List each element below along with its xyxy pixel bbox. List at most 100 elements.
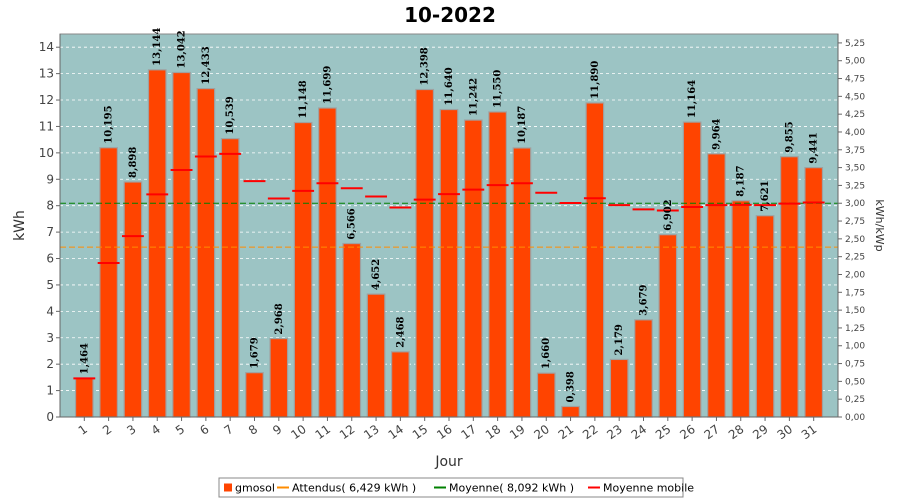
bar <box>731 200 751 418</box>
y-tick-label: 0 <box>46 410 54 424</box>
legend-label-moyenne: Moyenne( 8,092 kWh ) <box>449 482 574 495</box>
y2-tick-label: 5,25 <box>845 39 865 49</box>
y2-tick-label: 3,50 <box>845 164 865 174</box>
x-tick-label: 17 <box>458 422 479 442</box>
y2-tick-label: 0,75 <box>845 360 865 370</box>
y-tick-label: 10 <box>39 146 54 160</box>
y2-tick-label: 1,75 <box>845 288 865 298</box>
x-tick-label: 3 <box>124 422 138 438</box>
bar <box>245 372 264 418</box>
bar <box>463 119 483 418</box>
bar <box>220 138 240 418</box>
y2-tick-label: 2,25 <box>845 253 865 263</box>
y2-axis: 0,00 0,25 0,50 0,75 1,00 1,25 1,50 1,75 2,00 2,25… <box>837 34 865 423</box>
x-tick-label: 28 <box>726 422 747 442</box>
y2-tick-label: 4,00 <box>845 128 865 138</box>
y-tick-label: 5 <box>46 278 54 292</box>
y2-tick-label: 3,75 <box>845 146 865 156</box>
x-tick-label: 7 <box>222 422 236 438</box>
value-label: 1,679 <box>250 337 261 368</box>
value-labels-layer: 1,464 10,195 8,898 13,144 13,042 12,433 10,539… <box>79 28 819 403</box>
y-axis-label: kWh <box>12 210 28 241</box>
value-label: 9,441 <box>809 132 820 163</box>
y2-tick-label: 4,25 <box>845 110 865 120</box>
bar <box>585 102 605 418</box>
bar <box>391 351 410 418</box>
value-label: 11,640 <box>444 67 455 105</box>
value-label: 13,042 <box>177 30 188 68</box>
bar <box>439 108 459 418</box>
reference-lines-layer <box>60 202 838 248</box>
bar <box>415 88 435 418</box>
y-tick-label: 7 <box>46 225 54 239</box>
value-label: 11,242 <box>468 78 479 116</box>
value-label: 10,539 <box>225 96 236 134</box>
y-tick-label: 2 <box>46 357 54 371</box>
x-tick-label: 2 <box>100 422 114 438</box>
y-tick-label: 14 <box>39 40 54 54</box>
x-tick-label: 26 <box>677 422 698 442</box>
value-label: 2,468 <box>395 316 406 347</box>
x-tick-label: 21 <box>556 422 577 442</box>
bar <box>682 121 702 418</box>
x-tick-label: 11 <box>313 422 334 442</box>
value-label: 1,464 <box>79 343 90 374</box>
y-tick-label: 1 <box>46 384 54 398</box>
bar <box>609 358 629 418</box>
x-tick-label: 4 <box>149 422 163 438</box>
bar <box>74 377 94 418</box>
x-axis-label: Jour <box>434 454 463 470</box>
x-tick-label: 10 <box>288 422 309 442</box>
bar <box>804 167 824 418</box>
x-tick-label: 15 <box>410 422 431 442</box>
y2-tick-label: 0,50 <box>845 377 865 387</box>
value-label: 11,164 <box>687 80 698 118</box>
y2-tick-label: 5,00 <box>845 57 865 67</box>
bars-layer <box>74 69 824 418</box>
y2-axis-label: kWh/kWp <box>873 199 886 251</box>
value-label: 11,890 <box>590 61 601 99</box>
value-label: 12,398 <box>420 47 431 85</box>
x-tick-label: 23 <box>604 422 625 442</box>
y2-tick-label: 3,00 <box>845 199 865 209</box>
bar <box>293 121 313 418</box>
y-tick-label: 8 <box>46 199 54 213</box>
y2-tick-label: 1,00 <box>845 342 865 352</box>
bar <box>512 147 532 418</box>
x-tick-label: 22 <box>580 422 601 442</box>
y-tick-label: 4 <box>46 304 54 318</box>
bar <box>196 87 216 418</box>
value-label: 9,964 <box>711 118 722 149</box>
bar <box>269 338 289 418</box>
value-label: 8,898 <box>128 147 139 178</box>
bar <box>488 111 507 418</box>
x-tick-label: 8 <box>246 422 260 438</box>
x-tick-label: 18 <box>483 422 504 442</box>
value-label: 11,550 <box>493 70 504 108</box>
value-label: 6,566 <box>347 208 358 239</box>
x-tick-label: 30 <box>775 422 796 442</box>
x-tick-label: 13 <box>361 422 382 442</box>
y-tick-label: 9 <box>46 172 54 186</box>
y2-tick-label: 4,50 <box>845 92 865 102</box>
x-tick-label: 14 <box>386 422 407 442</box>
bar <box>755 215 775 418</box>
x-tick-label: 5 <box>173 422 187 438</box>
value-label: 2,968 <box>274 303 285 334</box>
value-label: 9,855 <box>784 121 795 152</box>
value-label: 1,660 <box>541 338 552 369</box>
x-tick-label: 9 <box>270 422 284 438</box>
x-tick-label: 12 <box>337 422 358 442</box>
x-tick-label: 25 <box>653 422 674 442</box>
value-label: 8,187 <box>736 165 747 196</box>
x-tick-label: 6 <box>197 422 211 438</box>
value-label: 11,699 <box>322 66 333 104</box>
value-label: 3,679 <box>639 284 650 315</box>
bar <box>536 372 556 418</box>
legend-label-attendus: Attendus( 6,429 kWh ) <box>292 482 416 495</box>
bar <box>147 69 167 418</box>
y-tick-label: 11 <box>39 119 54 133</box>
y2-tick-label: 1,25 <box>845 324 865 334</box>
x-tick-label: 20 <box>531 422 552 442</box>
